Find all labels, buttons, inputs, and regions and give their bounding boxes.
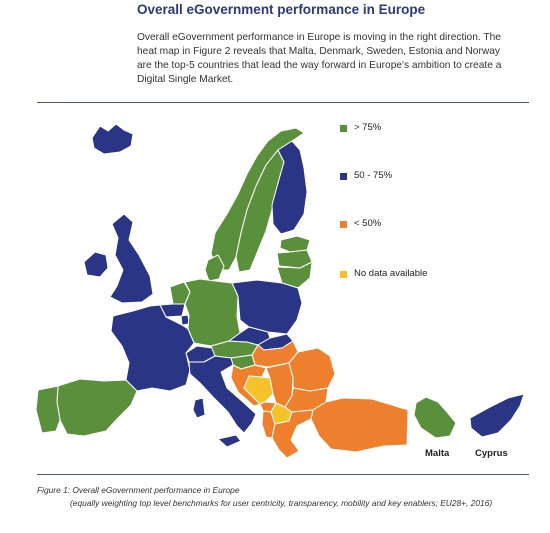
region-estonia[interactable] (279, 235, 311, 253)
legend-label: > 75% (354, 122, 382, 133)
bottom-divider (37, 474, 529, 475)
region-ireland[interactable] (83, 251, 109, 278)
legend-item: < 50% (340, 218, 490, 232)
region-italy[interactable] (188, 355, 257, 434)
region-malta[interactable] (413, 396, 457, 439)
region-united-kingdom[interactable] (109, 213, 154, 304)
region-turkey[interactable] (310, 397, 409, 453)
region-czech-republic[interactable] (228, 326, 271, 346)
legend-item: 50 - 75% (340, 170, 490, 184)
legend-item: No data available (340, 268, 490, 282)
region-greece[interactable] (271, 409, 314, 459)
malta-label: Malta (425, 448, 450, 459)
legend-swatch (340, 221, 347, 228)
region-germany[interactable] (184, 278, 241, 347)
region-denmark[interactable] (204, 254, 225, 282)
region-italy-sardinia[interactable] (192, 397, 206, 419)
region-hungary[interactable] (251, 340, 299, 368)
figure-caption: Figure 1: Overall eGovernment performanc… (37, 485, 240, 495)
cyprus-label: Cyprus (475, 448, 508, 459)
intro-paragraph: Overall eGovernment performance in Europ… (137, 32, 502, 85)
top-divider (37, 102, 529, 103)
legend-swatch (340, 125, 347, 132)
region-romania[interactable] (288, 347, 336, 392)
region-italy-sicily[interactable] (217, 434, 242, 448)
legend-label: < 50% (354, 218, 382, 229)
region-portugal[interactable] (35, 385, 61, 434)
region-finland[interactable] (271, 140, 308, 235)
legend-label: No data available (354, 268, 428, 279)
figure-caption-note: (equally weighting top level benchmarks … (70, 498, 493, 508)
legend-swatch (340, 173, 347, 180)
region-iceland[interactable] (91, 123, 134, 155)
legend-label: 50 - 75% (354, 170, 393, 181)
region-cyprus[interactable] (469, 393, 525, 438)
region-poland[interactable] (231, 279, 303, 335)
legend-item: > 75% (340, 122, 490, 136)
region-spain[interactable] (56, 378, 138, 437)
legend-swatch (340, 271, 347, 278)
page-title: Overall eGovernment performance in Europ… (137, 2, 426, 17)
region-luxembourg[interactable] (180, 314, 190, 326)
